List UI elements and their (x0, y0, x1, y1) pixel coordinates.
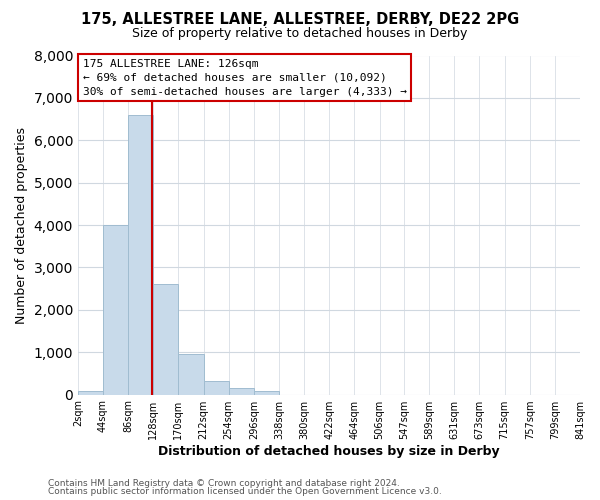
X-axis label: Distribution of detached houses by size in Derby: Distribution of detached houses by size … (158, 444, 500, 458)
Bar (103, 225, 128, 394)
Text: Contains HM Land Registry data © Crown copyright and database right 2024.: Contains HM Land Registry data © Crown c… (48, 478, 400, 488)
Bar (203, 380, 229, 394)
Y-axis label: Number of detached properties: Number of detached properties (15, 126, 28, 324)
Text: 175 ALLESTREE LANE: 126sqm
← 69% of detached houses are smaller (10,092)
30% of : 175 ALLESTREE LANE: 126sqm ← 69% of deta… (83, 59, 407, 97)
Text: Contains public sector information licensed under the Open Government Licence v3: Contains public sector information licen… (48, 487, 442, 496)
Text: 175, ALLESTREE LANE, ALLESTREE, DERBY, DE22 2PG: 175, ALLESTREE LANE, ALLESTREE, DERBY, D… (81, 12, 519, 28)
Bar (229, 388, 254, 394)
Bar (128, 115, 154, 394)
Bar (178, 354, 203, 395)
Bar (154, 284, 178, 395)
Text: Size of property relative to detached houses in Derby: Size of property relative to detached ho… (133, 28, 467, 40)
Bar (78, 391, 103, 394)
Bar (254, 391, 279, 394)
